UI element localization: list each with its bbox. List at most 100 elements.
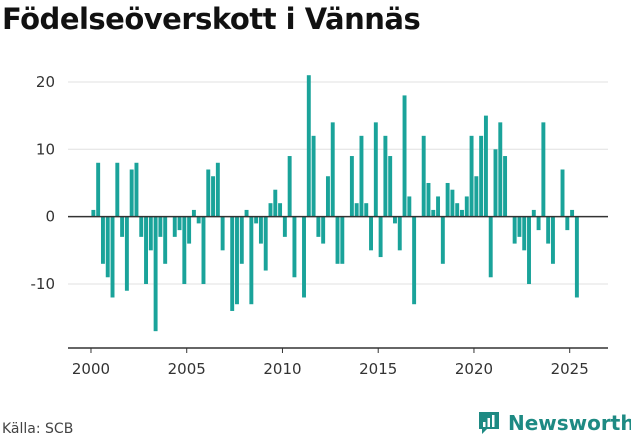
bar [397, 216, 402, 251]
bar [412, 216, 417, 305]
bar [115, 162, 120, 217]
bar [488, 216, 493, 278]
bar [258, 216, 263, 244]
bar [191, 209, 196, 217]
x-tick-labels: 2000 2005 2010 2015 2020 2025 [72, 360, 589, 378]
bar [460, 209, 464, 217]
bar [330, 122, 335, 217]
bar [220, 216, 225, 251]
bar [570, 209, 575, 217]
bar [560, 169, 565, 217]
bar [364, 203, 369, 217]
bar [254, 216, 259, 224]
bar [541, 122, 546, 217]
bar [124, 216, 129, 291]
bar [172, 216, 177, 237]
bar [230, 216, 235, 311]
y-tick-label: 10 [36, 140, 55, 158]
bar [311, 135, 316, 217]
bar [402, 95, 407, 217]
bar [383, 135, 388, 217]
bar [522, 216, 527, 251]
y-tick-label: 20 [36, 73, 55, 91]
bar [445, 182, 450, 217]
bar [211, 176, 216, 217]
bar [187, 216, 192, 244]
bar [426, 182, 431, 217]
bar [393, 216, 397, 224]
bar [100, 216, 105, 264]
bar [91, 209, 96, 217]
bar [574, 216, 579, 298]
bar [531, 209, 536, 217]
bar [483, 115, 488, 217]
newsworthy-logo-icon [479, 412, 499, 434]
bar [517, 216, 522, 237]
axes [68, 215, 608, 353]
bar [292, 216, 297, 278]
bar-chart: -10 0 10 20 2000 2005 2010 2015 2020 2025 [31, 73, 608, 378]
bar [273, 189, 278, 217]
y-gridlines [68, 81, 608, 285]
bar [493, 149, 498, 217]
bar [316, 216, 321, 237]
bar [354, 203, 359, 217]
bar [546, 216, 551, 244]
bar [325, 176, 330, 217]
bar [144, 216, 148, 285]
bar [335, 216, 340, 264]
bar [388, 156, 393, 217]
newsworthy-brand: Newsworthy [476, 409, 631, 437]
bars [91, 75, 579, 332]
bar [129, 169, 134, 217]
x-tick-label: 2025 [551, 360, 589, 378]
bar [512, 216, 517, 244]
bar [278, 203, 283, 217]
bar [268, 203, 273, 217]
bar [196, 216, 201, 224]
bar [201, 216, 206, 285]
bar [235, 216, 239, 305]
y-tick-labels: -10 0 10 20 [31, 73, 56, 293]
bar [287, 156, 292, 217]
y-tick-label: -10 [31, 275, 56, 293]
bar [464, 196, 469, 217]
bar [244, 209, 249, 217]
bar [479, 135, 484, 217]
bar [359, 135, 364, 217]
y-tick-label: 0 [45, 208, 55, 226]
bar [527, 216, 531, 285]
bar [421, 135, 426, 217]
bar [306, 75, 311, 217]
bar [369, 216, 373, 251]
bar [177, 216, 182, 231]
bar [407, 196, 412, 217]
bar [536, 216, 541, 231]
bar [153, 216, 158, 332]
bar [110, 216, 115, 298]
bar [474, 176, 479, 217]
bar [215, 162, 220, 217]
bar [148, 216, 153, 251]
bar [282, 216, 287, 237]
x-tick-label: 2005 [168, 360, 206, 378]
bar [96, 162, 101, 217]
x-tick-label: 2020 [455, 360, 493, 378]
bar [440, 216, 445, 264]
brand-name: Newsworthy [508, 411, 631, 435]
bar [139, 216, 144, 237]
bar [321, 216, 326, 244]
source-note: Källa: SCB [2, 421, 74, 437]
bar [249, 216, 254, 305]
bar [302, 216, 306, 298]
bar [340, 216, 345, 264]
bar [565, 216, 570, 231]
bar [182, 216, 187, 285]
bar [239, 216, 244, 264]
bar [158, 216, 163, 237]
bar [450, 189, 455, 217]
bar [120, 216, 125, 237]
bar [378, 216, 383, 258]
bar [206, 169, 211, 217]
bar [105, 216, 110, 278]
